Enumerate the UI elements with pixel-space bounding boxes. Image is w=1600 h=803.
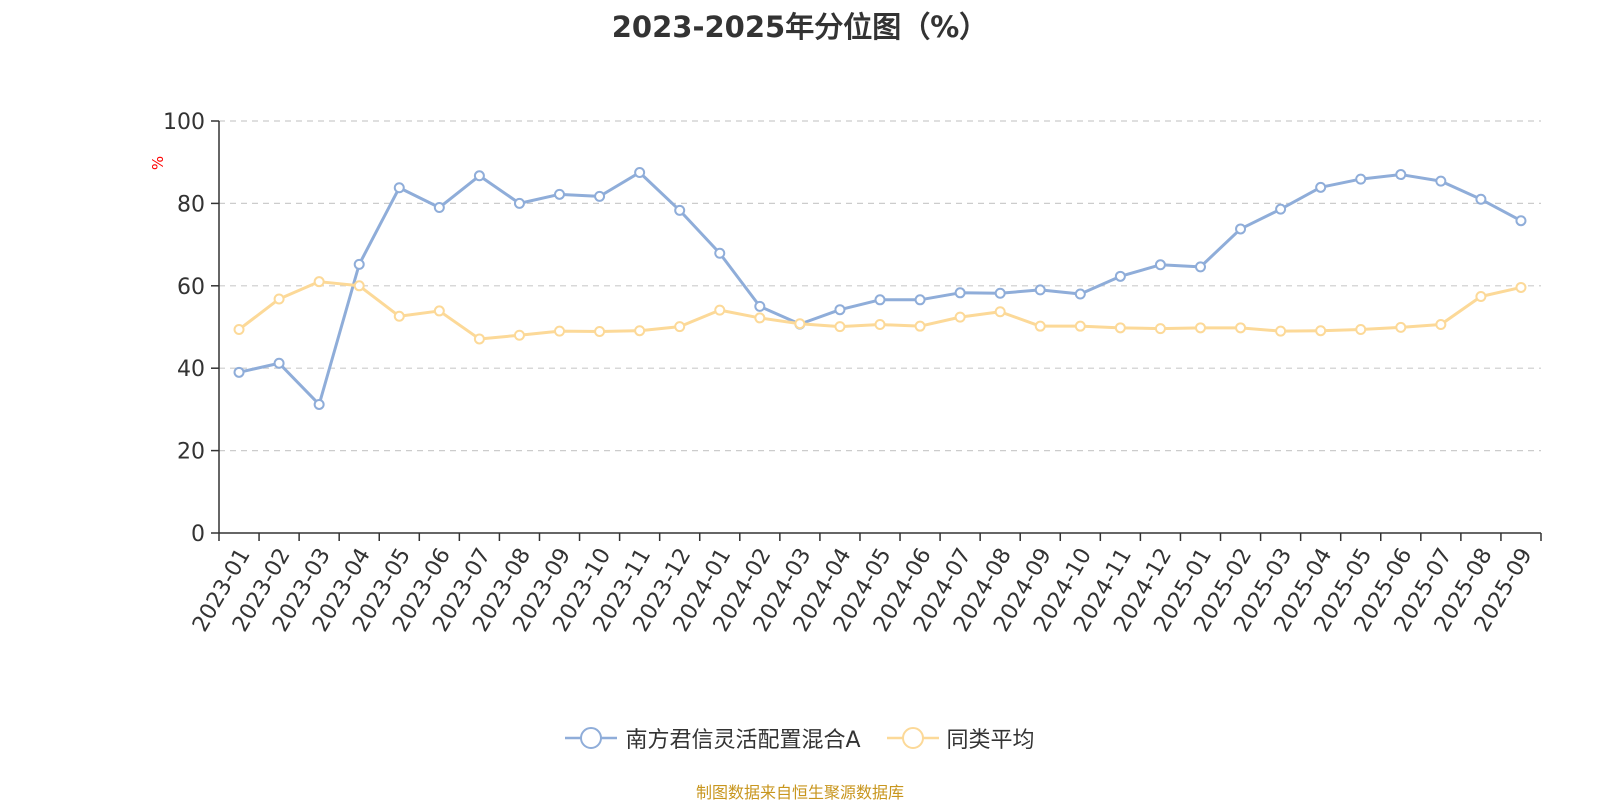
data-point bbox=[1355, 323, 1367, 335]
legend-label-peer-average: 同类平均 bbox=[946, 728, 1035, 753]
data-point bbox=[1435, 319, 1447, 331]
data-point bbox=[513, 197, 525, 209]
data-point bbox=[794, 318, 806, 330]
data-point bbox=[634, 325, 646, 337]
data-point bbox=[1235, 322, 1247, 334]
data-point bbox=[393, 310, 405, 322]
data-point bbox=[754, 300, 766, 312]
data-point bbox=[554, 188, 566, 200]
grid-lines bbox=[219, 120, 1541, 452]
data-point bbox=[473, 333, 485, 345]
data-point bbox=[874, 319, 886, 331]
y-tick-label: 20 bbox=[177, 440, 205, 465]
y-axis-title: % bbox=[149, 156, 167, 170]
data-point bbox=[1114, 270, 1126, 282]
axes bbox=[211, 120, 1542, 541]
data-point bbox=[1315, 325, 1327, 337]
data-point bbox=[1154, 259, 1166, 271]
legend-item-fund[interactable]: 南方君信灵活配置混合A bbox=[565, 722, 861, 754]
data-point bbox=[233, 323, 245, 335]
data-point bbox=[1395, 169, 1407, 181]
data-point bbox=[273, 357, 285, 369]
y-tick-label: 40 bbox=[177, 357, 205, 382]
legend-item-peer-average[interactable]: 同类平均 bbox=[886, 722, 1035, 754]
data-point bbox=[1154, 323, 1166, 335]
data-point bbox=[714, 247, 726, 259]
data-point bbox=[1275, 325, 1287, 337]
data-point bbox=[1315, 181, 1327, 193]
data-point bbox=[994, 287, 1006, 299]
data-point bbox=[1475, 291, 1487, 303]
data-point bbox=[1275, 203, 1287, 215]
data-point bbox=[594, 326, 606, 338]
data-point bbox=[554, 325, 566, 337]
data-point bbox=[994, 306, 1006, 318]
data-point bbox=[1034, 320, 1046, 332]
data-point bbox=[233, 366, 245, 378]
y-tick-label: 80 bbox=[177, 192, 205, 217]
data-point bbox=[1074, 320, 1086, 332]
data-point bbox=[1475, 193, 1487, 205]
chart-title: 2023-2025年分位图（%） bbox=[611, 10, 989, 44]
data-point bbox=[674, 321, 686, 333]
data-point bbox=[393, 182, 405, 194]
data-point bbox=[473, 170, 485, 182]
data-point bbox=[313, 276, 325, 288]
data-point bbox=[433, 202, 445, 214]
data-point bbox=[1194, 261, 1206, 273]
legend-marker-peer-average-icon bbox=[886, 727, 939, 749]
series-1 bbox=[233, 276, 1527, 345]
legend-marker-fund-icon bbox=[565, 727, 618, 749]
data-point bbox=[914, 294, 926, 306]
data-point bbox=[914, 320, 926, 332]
data-point bbox=[1114, 322, 1126, 334]
data-point bbox=[674, 204, 686, 216]
series-lines bbox=[233, 167, 1527, 410]
data-point bbox=[273, 293, 285, 305]
y-tick-label: 60 bbox=[177, 275, 205, 300]
data-point bbox=[954, 311, 966, 323]
y-tick-label: 0 bbox=[191, 522, 205, 547]
data-point bbox=[754, 312, 766, 324]
source-note: 制图数据来自恒生聚源数据库 bbox=[695, 783, 904, 802]
data-point bbox=[594, 190, 606, 202]
data-point bbox=[634, 167, 646, 178]
data-point bbox=[1034, 284, 1046, 296]
data-point bbox=[1194, 322, 1206, 334]
data-point bbox=[714, 304, 726, 316]
data-point bbox=[1515, 281, 1527, 293]
legend: 南方君信灵活配置混合A 同类平均 bbox=[0, 722, 1600, 754]
data-point bbox=[353, 280, 365, 292]
data-point bbox=[834, 321, 846, 333]
data-point bbox=[1435, 175, 1447, 187]
data-point bbox=[834, 304, 846, 316]
data-point bbox=[433, 305, 445, 317]
series-0 bbox=[233, 167, 1527, 410]
y-tick-label: 100 bbox=[163, 110, 205, 135]
data-point bbox=[874, 294, 886, 306]
data-point bbox=[1355, 173, 1367, 185]
legend-label-fund: 南方君信灵活配置混合A bbox=[625, 728, 861, 753]
data-point bbox=[954, 287, 966, 299]
data-point bbox=[1395, 321, 1407, 333]
data-point bbox=[513, 329, 525, 341]
tick-labels: 020406080100%2023-012023-022023-032023-0… bbox=[149, 110, 1538, 636]
series-line-0 bbox=[238, 171, 1522, 406]
data-point bbox=[1515, 215, 1527, 227]
data-point bbox=[313, 398, 325, 410]
data-point bbox=[1074, 288, 1086, 300]
data-point bbox=[1235, 223, 1247, 235]
data-point bbox=[353, 258, 365, 270]
series-line-1 bbox=[238, 280, 1522, 341]
